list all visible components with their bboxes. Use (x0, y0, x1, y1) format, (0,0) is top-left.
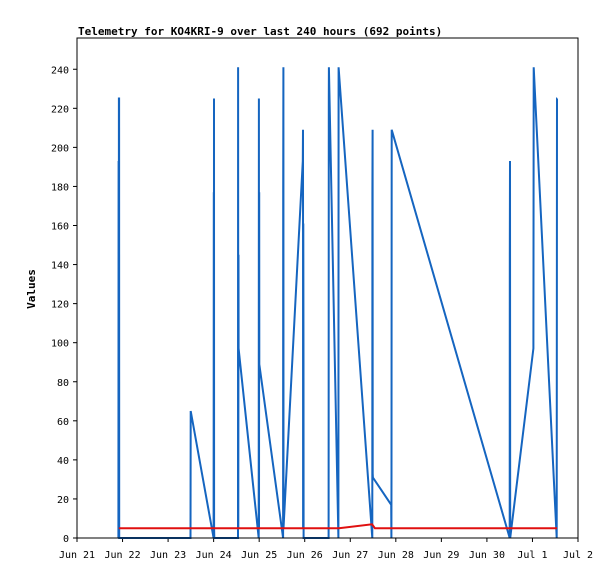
y-tick-label: 80 (57, 378, 69, 389)
y-tick-label: 20 (57, 495, 69, 506)
x-tick-label: Jul 1 (517, 550, 547, 561)
series-line-2 (118, 523, 558, 530)
y-tick-label: 200 (51, 143, 69, 154)
y-tick-label: 180 (51, 182, 69, 193)
y-tick-label: 140 (51, 261, 69, 272)
x-tick-label: Jun 24 (196, 550, 232, 561)
x-tick-label: Jul 2 (563, 550, 593, 561)
y-tick-label: 100 (51, 339, 69, 350)
x-tick-label: Jun 23 (150, 550, 186, 561)
chart-title: Telemetry for KO4KRI-9 over last 240 hou… (78, 25, 442, 38)
y-tick-label: 220 (51, 104, 69, 115)
x-tick-label: Jun 22 (104, 550, 140, 561)
x-tick-label: Jun 29 (423, 550, 459, 561)
y-tick-label: 160 (51, 222, 69, 233)
x-tick-label: Jun 28 (378, 550, 414, 561)
series-line-1 (117, 67, 558, 539)
y-tick-label: 240 (51, 65, 69, 76)
plot-area (117, 67, 558, 539)
x-tick-label: Jun 27 (332, 550, 368, 561)
x-tick-label: Jun 30 (469, 550, 505, 561)
plot-frame (76, 37, 579, 539)
y-tick-label: 40 (57, 456, 69, 467)
y-tick-label: 60 (57, 417, 69, 428)
y-tick-label: 120 (51, 300, 69, 311)
x-tick-label: Jun 25 (241, 550, 277, 561)
y-tick-label: 0 (63, 534, 69, 545)
x-tick-label: Jun 21 (59, 550, 95, 561)
x-tick-label: Jun 26 (287, 550, 323, 561)
y-axis-label: Values (25, 269, 38, 309)
